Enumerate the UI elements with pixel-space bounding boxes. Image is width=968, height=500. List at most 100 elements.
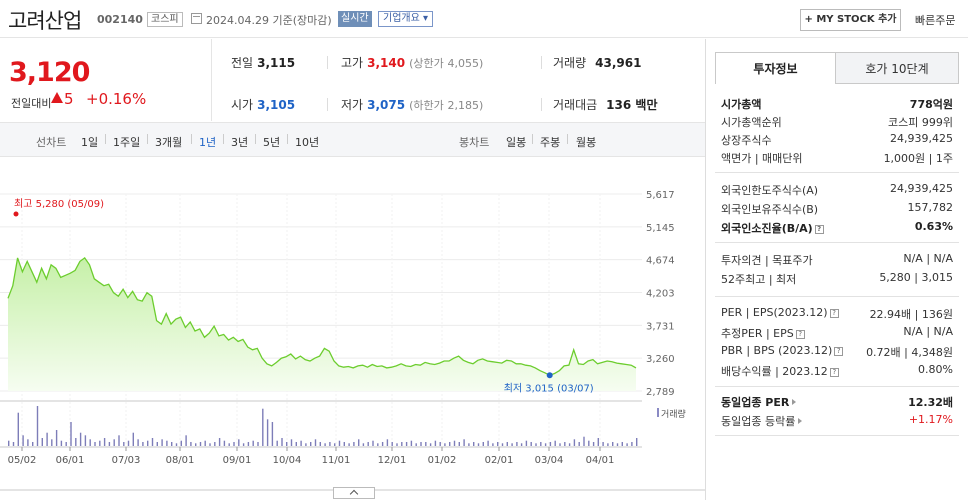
volume-bar bbox=[559, 443, 561, 446]
help-icon[interactable]: ? bbox=[829, 309, 839, 318]
info-key: 52주최고 | 최저 bbox=[721, 273, 797, 286]
volume-bar bbox=[103, 438, 106, 446]
volume-bar bbox=[506, 442, 508, 446]
candle-daily[interactable]: 일봉 bbox=[506, 136, 527, 149]
volume-bar bbox=[252, 440, 254, 446]
x-tick-label: 04/01 bbox=[586, 455, 615, 466]
price-chart[interactable]: 5,617 5,145 4,674 4,203 3,731 3,260 2,789 05/0… bbox=[0, 158, 705, 500]
collapse-chart-button[interactable] bbox=[333, 487, 375, 499]
help-icon[interactable]: ? bbox=[834, 347, 844, 356]
info-value: 코스피 999위 bbox=[888, 116, 953, 129]
volume-bar bbox=[281, 438, 283, 446]
period-3y[interactable]: 3년 bbox=[231, 136, 249, 149]
volume-bar bbox=[123, 442, 125, 446]
volume-bar bbox=[32, 442, 34, 446]
volume-bar bbox=[310, 442, 312, 446]
info-value: 24,939,425 bbox=[890, 132, 953, 145]
volume-bar bbox=[228, 443, 230, 446]
volume-bar bbox=[381, 442, 384, 446]
volume-bar bbox=[36, 406, 39, 446]
volume-bar bbox=[12, 442, 15, 446]
volume-bar bbox=[458, 442, 460, 446]
period-1w[interactable]: 1주일 bbox=[113, 136, 141, 149]
stat-open: 시가 3,105 bbox=[231, 98, 296, 112]
help-icon[interactable]: ? bbox=[814, 225, 824, 234]
period-1d[interactable]: 1일 bbox=[81, 136, 99, 149]
info-row: 상장주식수 24,939,425 bbox=[721, 132, 953, 150]
volume-bar bbox=[185, 435, 187, 446]
help-icon[interactable]: ? bbox=[829, 368, 839, 377]
volume-bar bbox=[401, 442, 403, 446]
volume-legend-icon bbox=[657, 408, 659, 417]
stat-amount: 거래대금 136 백만 bbox=[553, 98, 658, 112]
x-tick-label: 02/01 bbox=[485, 455, 514, 466]
info-key: 외국인한도주식수(A) bbox=[721, 184, 819, 197]
tab-order-book[interactable]: 호가 10단계 bbox=[835, 52, 959, 84]
x-tick-label: 01/02 bbox=[428, 455, 457, 466]
volume-bar bbox=[17, 412, 19, 446]
volume-bar bbox=[79, 432, 82, 446]
high-marker bbox=[13, 211, 19, 217]
volume-bar bbox=[573, 439, 576, 446]
info-value: 0.63% bbox=[914, 220, 953, 233]
fast-order-link[interactable]: 빠른주문 bbox=[915, 14, 956, 27]
volume-bar bbox=[544, 443, 547, 446]
volume-bar bbox=[314, 439, 317, 446]
info-value: N/A | N/A bbox=[903, 325, 953, 338]
volume-bar bbox=[568, 443, 571, 446]
info-value: 12.32배 bbox=[908, 396, 953, 409]
arrow-right-icon[interactable] bbox=[798, 418, 803, 424]
volume-bar bbox=[492, 443, 494, 446]
info-row: 배당수익률 | 2023.12? 0.80% bbox=[721, 363, 953, 381]
volume-bar bbox=[597, 438, 599, 446]
realtime-button[interactable]: 실시간 bbox=[338, 11, 372, 27]
info-key: 동일업종 PER bbox=[721, 394, 797, 410]
volume-bar bbox=[444, 443, 446, 446]
period-10y[interactable]: 10년 bbox=[295, 136, 320, 149]
market-cap-section: 시가총액 778억원 시가총액순위 코스피 999위 상장주식수 24,939,425 액면… bbox=[715, 92, 959, 173]
volume-bar bbox=[199, 442, 202, 446]
volume-bar bbox=[276, 440, 278, 446]
tab-investment-info[interactable]: 투자정보 bbox=[715, 52, 836, 84]
company-overview-dropdown[interactable]: 기업개요 ▾ bbox=[378, 11, 434, 27]
volume-bar bbox=[405, 442, 408, 446]
volume-bar bbox=[51, 439, 53, 446]
add-mystock-button[interactable]: + MY STOCK 추가 bbox=[800, 9, 901, 31]
candle-monthly[interactable]: 월봉 bbox=[576, 136, 597, 149]
info-row: 액면가 | 매매단위 1,000원 | 1주 bbox=[721, 150, 953, 168]
volume-bar bbox=[391, 442, 393, 446]
volume-bar bbox=[348, 443, 350, 446]
period-5y[interactable]: 5년 bbox=[263, 136, 281, 149]
volume-bar bbox=[338, 440, 341, 446]
low-marker bbox=[546, 372, 553, 379]
volume-bar bbox=[434, 440, 437, 446]
volume-bar bbox=[329, 442, 331, 446]
valuation-section: PER | EPS(2023.12)? 22.94배 | 136원 추정PER | … bbox=[715, 298, 959, 387]
volume-bar bbox=[300, 440, 302, 446]
volume-bar bbox=[89, 439, 91, 446]
volume-bar bbox=[636, 438, 638, 446]
volume-bar bbox=[204, 440, 206, 446]
volume-bar bbox=[218, 438, 221, 446]
basis-date: 2024.04.29 기준(장마감) bbox=[206, 14, 332, 27]
volume-bar bbox=[286, 442, 288, 446]
help-icon[interactable]: ? bbox=[795, 330, 805, 339]
up-arrow-icon bbox=[51, 92, 63, 103]
volume-bar bbox=[468, 443, 470, 446]
stock-code: 002140 bbox=[97, 13, 143, 26]
period-3m[interactable]: 3개월 bbox=[155, 136, 183, 149]
info-key: 외국인소진율(B/A)? bbox=[721, 220, 824, 236]
volume-bar bbox=[99, 440, 101, 446]
period-1y[interactable]: 1년 bbox=[199, 136, 217, 149]
volume-bar bbox=[84, 435, 87, 446]
info-row: 외국인보유주식수(B) 157,782 bbox=[721, 201, 953, 219]
volume-bar bbox=[324, 443, 326, 446]
volume-bar bbox=[113, 439, 115, 446]
volume-bar bbox=[65, 442, 67, 446]
info-value: N/A | N/A bbox=[903, 252, 953, 265]
arrow-right-icon[interactable] bbox=[792, 399, 797, 405]
candle-weekly[interactable]: 주봉 bbox=[540, 136, 561, 149]
change-value: 5 bbox=[64, 90, 74, 108]
investment-info-panel: 호가 10단계 투자정보 시가총액 778억원 시가총액순위 코스피 999위 상장주식… bbox=[705, 39, 968, 500]
volume-bar bbox=[535, 443, 537, 446]
